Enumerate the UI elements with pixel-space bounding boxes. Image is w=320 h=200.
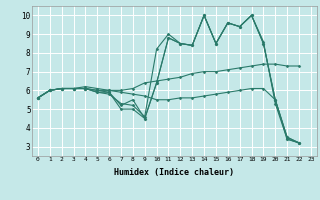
- X-axis label: Humidex (Indice chaleur): Humidex (Indice chaleur): [115, 168, 234, 177]
